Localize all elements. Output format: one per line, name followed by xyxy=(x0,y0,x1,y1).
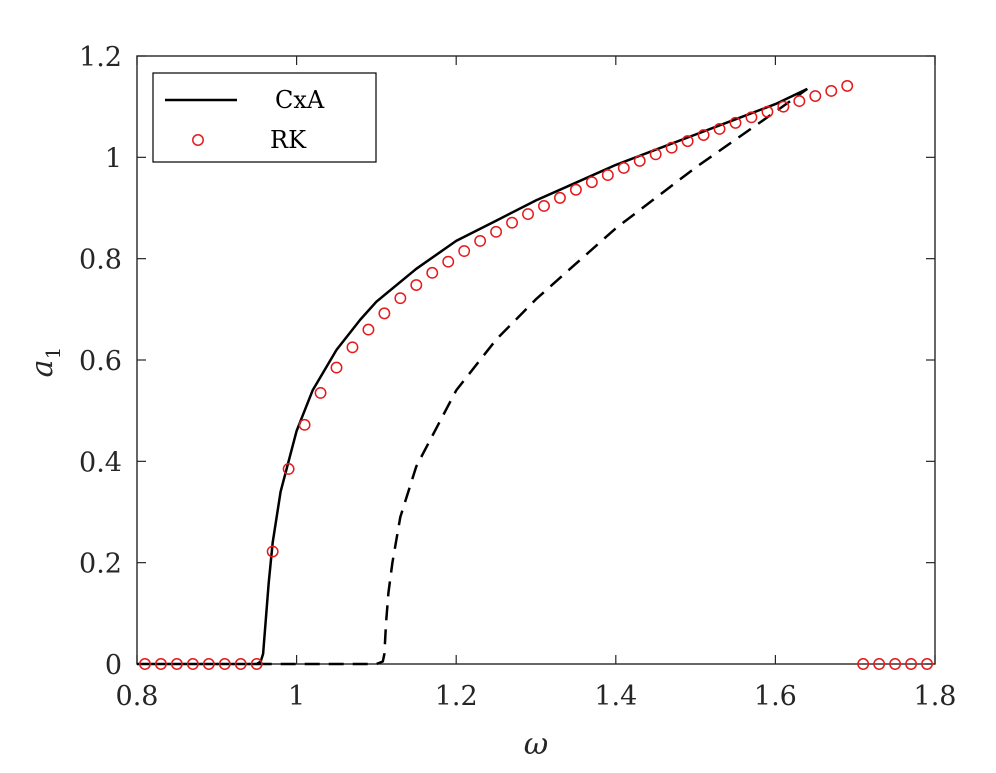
rk-data-point xyxy=(298,418,311,431)
x-tick-label: 1 xyxy=(288,681,305,712)
rk-data-point xyxy=(154,658,167,670)
legend-label-rk: RK xyxy=(270,126,307,154)
x-tick-label: 1.4 xyxy=(594,681,637,712)
rk-data-point xyxy=(362,323,375,336)
rk-data-point xyxy=(649,148,662,161)
rk-data-point xyxy=(697,129,710,141)
rk-data-point xyxy=(394,292,407,305)
rk-data-point xyxy=(170,658,183,670)
rk-data-point xyxy=(857,658,870,670)
tick-labels: 0.8 1 1.2 1.4 1.6 1.8 0 0.2 0.4 0.6 0.8 1 1.2 xyxy=(79,42,956,712)
rk-data-point xyxy=(538,200,550,212)
y-axis-title-main: a xyxy=(25,359,60,377)
y-tick-label: 0 xyxy=(105,650,122,681)
cxa-stable-line xyxy=(137,87,808,666)
rk-data-point xyxy=(330,361,343,374)
rk-data-point xyxy=(825,85,838,97)
rk-data-point xyxy=(665,141,678,154)
rk-data-point xyxy=(202,658,215,670)
rk-data-point xyxy=(378,307,391,320)
x-tick-label: 1.8 xyxy=(914,681,957,712)
rk-data-point xyxy=(681,135,694,148)
rk-data-point xyxy=(426,266,439,279)
rk-data-point xyxy=(442,255,455,268)
rk-data-point xyxy=(729,116,742,129)
rk-data-point xyxy=(921,658,933,670)
y-axis-title: a1 xyxy=(25,347,65,378)
rk-data-point xyxy=(761,105,774,118)
rk-data-point xyxy=(633,154,646,167)
rk-data-point xyxy=(490,225,503,238)
rk-data-point xyxy=(905,658,918,670)
rk-data-point xyxy=(777,100,790,113)
cxa-unstable-dashed-line xyxy=(256,87,809,666)
rk-data-point xyxy=(793,95,806,108)
rk-data-point xyxy=(139,658,151,670)
x-tick-label: 1.2 xyxy=(435,681,478,712)
x-tick-label: 1.6 xyxy=(754,681,797,712)
y-tick-label: 0.6 xyxy=(79,346,122,377)
legend-label-cxa: CxA xyxy=(275,86,325,114)
rk-data-point xyxy=(617,162,630,174)
rk-data-point xyxy=(474,234,487,247)
rk-data-point xyxy=(186,658,199,670)
legend: CxA RK xyxy=(152,72,377,163)
rk-data-point xyxy=(809,90,822,102)
y-tick-label: 0.2 xyxy=(79,549,122,580)
y-axis-title-sub: 1 xyxy=(41,347,65,360)
ticks xyxy=(136,55,936,665)
series-layer xyxy=(137,79,933,670)
rk-data-point xyxy=(601,169,614,182)
rk-data-point xyxy=(314,386,327,399)
rk-data-point xyxy=(873,658,886,670)
rk-data-point xyxy=(745,111,758,124)
rk-data-point xyxy=(250,658,263,670)
y-tick-label: 0.8 xyxy=(79,245,122,276)
rk-data-point xyxy=(522,208,534,221)
rk-data-point xyxy=(410,279,423,291)
rk-data-point xyxy=(458,245,471,258)
legend-box xyxy=(152,72,377,163)
rk-data-point xyxy=(346,341,359,354)
rk-data-point xyxy=(841,79,854,92)
svg-text:a1: a1 xyxy=(25,347,65,378)
rk-data-point xyxy=(713,123,726,135)
rk-data-point xyxy=(282,462,295,475)
rk-data-point xyxy=(506,216,519,229)
rk-data-point xyxy=(234,658,247,670)
x-axis-title: ω xyxy=(524,727,548,762)
x-tick-label: 0.8 xyxy=(116,681,159,712)
rk-data-point xyxy=(218,658,231,670)
rk-data-point xyxy=(569,183,582,196)
rk-data-point xyxy=(585,176,598,189)
y-tick-label: 0.4 xyxy=(79,447,122,478)
rk-data-point xyxy=(889,658,902,670)
rk-data-point xyxy=(266,545,279,558)
y-tick-label: 1 xyxy=(105,143,122,174)
y-tick-label: 1.2 xyxy=(79,42,122,73)
legend-marker-rk xyxy=(192,134,204,146)
rk-data-point xyxy=(553,191,566,204)
